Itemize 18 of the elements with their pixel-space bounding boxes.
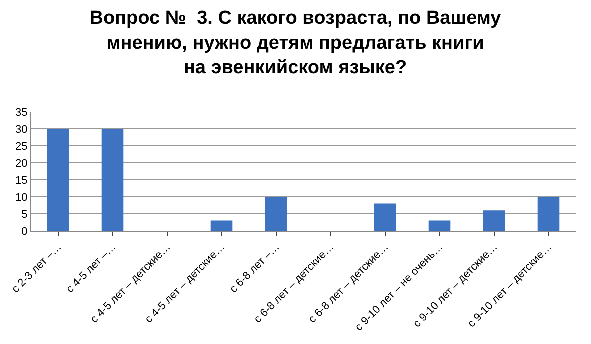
y-tick-label: 15 bbox=[16, 174, 28, 187]
bar bbox=[47, 129, 70, 231]
bar bbox=[210, 220, 233, 231]
bar bbox=[374, 204, 396, 231]
y-tick-label: 10 bbox=[16, 192, 28, 204]
y-tick-label: 25 bbox=[16, 140, 28, 153]
bar bbox=[538, 197, 560, 231]
y-tick-label: 5 bbox=[22, 208, 28, 221]
chart-title: Вопрос № 3. С какого возраста, по Вашему мнению, нужно детям предлагать книги на эвенкийском языке? bbox=[90, 8, 502, 78]
y-tick-label: 0 bbox=[22, 226, 28, 238]
bar bbox=[428, 220, 451, 231]
bar bbox=[265, 197, 288, 231]
y-tick-label: 30 bbox=[16, 124, 28, 136]
bar bbox=[483, 210, 506, 231]
x-tick-label: с 2-3 лет –… bbox=[10, 241, 64, 296]
y-tick-label: 20 bbox=[16, 158, 28, 170]
bar bbox=[102, 129, 124, 231]
y-tick-label: 35 bbox=[16, 106, 28, 119]
